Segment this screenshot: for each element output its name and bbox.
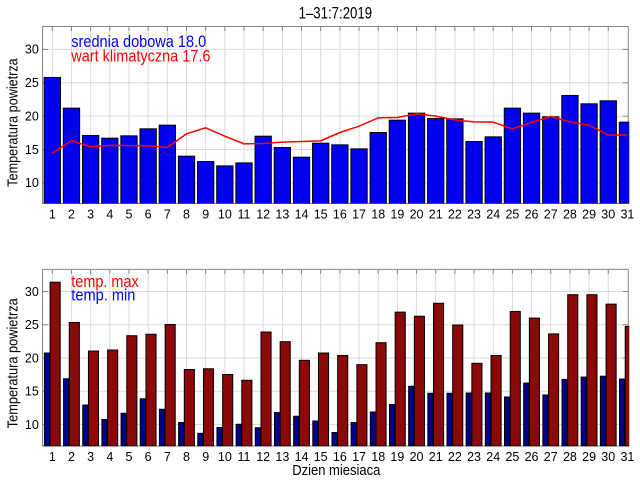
svg-text:12: 12 [256,207,270,221]
svg-text:4: 4 [106,450,113,464]
svg-text:temp. max: temp. max [71,273,139,291]
svg-text:5: 5 [126,207,133,221]
svg-text:30: 30 [601,207,615,221]
svg-text:15: 15 [314,450,328,464]
svg-text:26: 26 [525,207,539,221]
svg-text:19: 19 [390,207,404,221]
svg-text:3: 3 [87,450,94,464]
svg-text:5: 5 [126,450,133,464]
svg-text:9: 9 [202,450,209,464]
svg-text:1: 1 [49,207,56,221]
svg-text:24: 24 [486,207,500,221]
svg-text:15: 15 [25,143,39,157]
svg-text:28: 28 [563,207,577,221]
svg-text:25: 25 [25,76,39,90]
svg-text:15: 15 [314,207,328,221]
svg-text:srednia dobowa 18.0: srednia dobowa 18.0 [71,33,206,51]
svg-text:18: 18 [371,207,385,221]
svg-text:1–31:7:2019: 1–31:7:2019 [299,4,373,23]
svg-text:28: 28 [563,450,577,464]
svg-text:20: 20 [410,207,424,221]
svg-text:17: 17 [352,207,366,221]
svg-text:7: 7 [164,207,171,221]
svg-text:Temperatura powietrza: Temperatura powietrza [5,58,22,187]
svg-text:16: 16 [333,207,347,221]
svg-text:8: 8 [183,207,190,221]
svg-text:16: 16 [333,450,347,464]
svg-text:20: 20 [25,351,39,365]
svg-text:7: 7 [164,450,171,464]
svg-text:10: 10 [218,450,232,464]
svg-text:30: 30 [601,450,615,464]
svg-text:1: 1 [49,450,56,464]
svg-text:2: 2 [68,450,75,464]
svg-text:14: 14 [295,207,309,221]
svg-text:13: 13 [275,450,289,464]
svg-text:18: 18 [371,450,385,464]
svg-text:25: 25 [505,450,519,464]
svg-text:27: 27 [544,450,558,464]
svg-text:12: 12 [256,450,270,464]
svg-text:9: 9 [202,207,209,221]
svg-text:3: 3 [87,207,94,221]
svg-text:31: 31 [620,450,634,464]
svg-text:25: 25 [505,207,519,221]
svg-text:27: 27 [544,207,558,221]
svg-text:30: 30 [25,43,39,57]
svg-text:23: 23 [467,450,481,464]
svg-text:22: 22 [448,450,462,464]
svg-text:19: 19 [390,450,404,464]
svg-text:4: 4 [106,207,113,221]
svg-text:22: 22 [448,207,462,221]
svg-text:23: 23 [467,207,481,221]
svg-text:17: 17 [352,450,366,464]
svg-text:30: 30 [25,285,39,299]
svg-text:20: 20 [410,450,424,464]
svg-text:8: 8 [183,450,190,464]
svg-text:6: 6 [145,450,152,464]
svg-text:10: 10 [25,418,39,432]
svg-text:21: 21 [429,207,443,221]
svg-text:6: 6 [145,207,152,221]
svg-text:15: 15 [25,385,39,399]
svg-text:20: 20 [25,109,39,123]
svg-text:11: 11 [238,450,251,464]
svg-text:31: 31 [620,207,634,221]
svg-text:Dzien miesiaca: Dzien miesiaca [292,462,381,479]
svg-text:10: 10 [25,176,39,190]
svg-text:temp. min: temp. min [71,287,135,305]
svg-text:10: 10 [218,207,232,221]
svg-text:wart klimatyczna 17.6: wart klimatyczna 17.6 [70,47,210,65]
svg-text:2: 2 [68,207,75,221]
svg-text:26: 26 [525,450,539,464]
svg-text:25: 25 [25,318,39,332]
svg-text:24: 24 [486,450,500,464]
svg-text:21: 21 [429,450,443,464]
svg-text:29: 29 [582,207,596,221]
svg-text:13: 13 [275,207,289,221]
svg-text:Temperatura powietrza: Temperatura powietrza [5,298,22,429]
svg-text:11: 11 [238,207,251,221]
svg-text:14: 14 [295,450,309,464]
svg-text:29: 29 [582,450,596,464]
